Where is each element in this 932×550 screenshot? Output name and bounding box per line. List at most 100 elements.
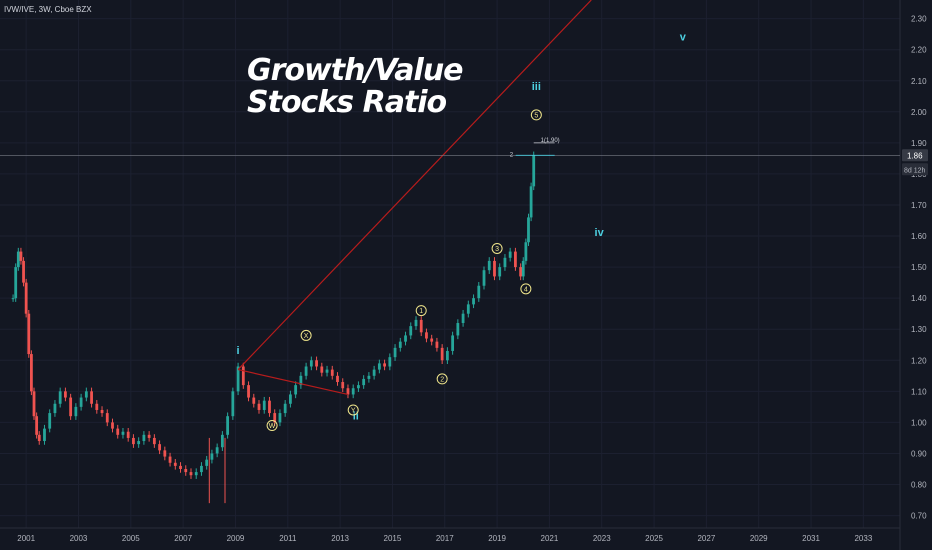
candle-body bbox=[487, 260, 491, 271]
candle-body bbox=[126, 431, 130, 438]
level-marker-label: 2 bbox=[510, 152, 514, 158]
candle-body bbox=[278, 413, 282, 423]
candle-body bbox=[90, 391, 93, 404]
candle-body bbox=[79, 397, 83, 407]
candle-body bbox=[32, 391, 36, 417]
candle-body bbox=[346, 388, 350, 395]
wave-label-4[interactable]: 4 bbox=[524, 286, 528, 293]
candle-body bbox=[241, 366, 245, 386]
candle-body bbox=[105, 413, 109, 423]
candle-body bbox=[268, 400, 271, 414]
candle-body bbox=[53, 403, 57, 414]
wave-label-W[interactable]: W bbox=[269, 423, 276, 430]
candle-body bbox=[111, 422, 114, 429]
candle-body bbox=[532, 155, 536, 187]
x-tick-label: 2021 bbox=[541, 534, 559, 543]
candle-body bbox=[158, 444, 161, 451]
candle-body bbox=[461, 313, 465, 324]
candle-body bbox=[466, 304, 470, 314]
wave-label-i[interactable]: i bbox=[237, 345, 240, 357]
wave-label-circle[interactable] bbox=[530, 109, 542, 121]
x-tick-label: 2027 bbox=[697, 534, 715, 543]
candle-body bbox=[498, 267, 502, 277]
wave-label-circle[interactable] bbox=[347, 404, 359, 416]
trendline[interactable] bbox=[237, 369, 349, 396]
candle-body bbox=[69, 397, 73, 417]
candle-body bbox=[451, 335, 455, 351]
candle-body bbox=[163, 450, 167, 457]
candle-body bbox=[299, 375, 303, 386]
candle-body bbox=[283, 403, 287, 414]
y-tick-label: 1.60 bbox=[911, 232, 927, 241]
candle-body bbox=[362, 378, 366, 386]
candle-body bbox=[168, 456, 172, 463]
candle-body bbox=[226, 416, 230, 435]
wave-label-iii[interactable]: iii bbox=[532, 81, 541, 93]
candle-body bbox=[100, 409, 104, 414]
candle-body bbox=[257, 403, 261, 410]
candle-body bbox=[210, 453, 214, 460]
wave-label-circle[interactable] bbox=[415, 305, 427, 317]
wave-label-Y[interactable]: Y bbox=[351, 408, 356, 415]
countdown-label: 8d 12h bbox=[904, 167, 926, 174]
x-tick-label: 2005 bbox=[122, 534, 140, 543]
y-tick-label: 1.70 bbox=[911, 201, 927, 210]
wave-label-X[interactable]: X bbox=[304, 333, 309, 340]
wave-label-ii[interactable]: ii bbox=[353, 410, 359, 422]
candle-body bbox=[445, 350, 449, 361]
wave-label-5[interactable]: 5 bbox=[534, 113, 538, 120]
candle-body bbox=[383, 363, 386, 367]
wave-label-circle[interactable] bbox=[491, 242, 503, 254]
x-tick-label: 2023 bbox=[593, 534, 611, 543]
x-tick-label: 2013 bbox=[331, 534, 349, 543]
wave-label-circle[interactable] bbox=[300, 329, 312, 341]
y-tick-label: 1.90 bbox=[911, 139, 927, 148]
candle-body bbox=[367, 375, 371, 379]
candle-body bbox=[116, 428, 120, 435]
candle-body bbox=[205, 459, 209, 466]
candle-body bbox=[37, 434, 41, 442]
candle-body bbox=[84, 391, 88, 398]
candle-body bbox=[388, 357, 392, 367]
candle-body bbox=[330, 369, 334, 376]
candle-body bbox=[325, 369, 329, 373]
candle-body bbox=[179, 465, 182, 469]
candle-body bbox=[341, 382, 345, 389]
fib-level-label: 1(1.90) bbox=[541, 138, 560, 144]
candle-body bbox=[493, 260, 496, 277]
wave-label-circle[interactable] bbox=[266, 420, 278, 432]
candle-body bbox=[430, 338, 434, 342]
candle-body bbox=[357, 385, 360, 389]
candle-body bbox=[425, 332, 428, 339]
candle-body bbox=[456, 323, 460, 336]
candle-body bbox=[74, 406, 78, 417]
wave-label-1[interactable]: 1 bbox=[419, 308, 423, 315]
candle-body bbox=[377, 363, 381, 370]
candle-body bbox=[252, 397, 256, 404]
candle-body bbox=[14, 267, 18, 299]
wave-label-2[interactable]: 2 bbox=[440, 377, 444, 384]
wave-label-iv[interactable]: iv bbox=[595, 227, 605, 239]
y-tick-label: 0.90 bbox=[911, 449, 927, 458]
wave-label-circle[interactable] bbox=[436, 373, 448, 385]
candle-body bbox=[231, 391, 235, 417]
symbol-legend[interactable]: IVW/IVE, 3W, Cboe BZX bbox=[4, 5, 92, 14]
x-tick-label: 2011 bbox=[279, 534, 297, 543]
chart-title: Growth/Value Stocks Ratio bbox=[247, 55, 464, 119]
candle-body bbox=[27, 313, 31, 355]
candle-body bbox=[315, 360, 318, 367]
candle-body bbox=[200, 465, 203, 473]
candle-body bbox=[137, 441, 141, 445]
candle-body bbox=[16, 251, 20, 268]
x-tick-label: 2015 bbox=[384, 534, 402, 543]
candle-body bbox=[503, 257, 507, 268]
x-tick-label: 2019 bbox=[488, 534, 506, 543]
wave-label-circle[interactable] bbox=[520, 283, 532, 295]
candle-body bbox=[477, 285, 481, 299]
candle-body bbox=[514, 251, 517, 268]
wave-label-3[interactable]: 3 bbox=[495, 246, 499, 253]
wave-label-v[interactable]: v bbox=[680, 31, 687, 43]
trendline[interactable] bbox=[237, 0, 592, 371]
candle-body bbox=[152, 437, 156, 445]
